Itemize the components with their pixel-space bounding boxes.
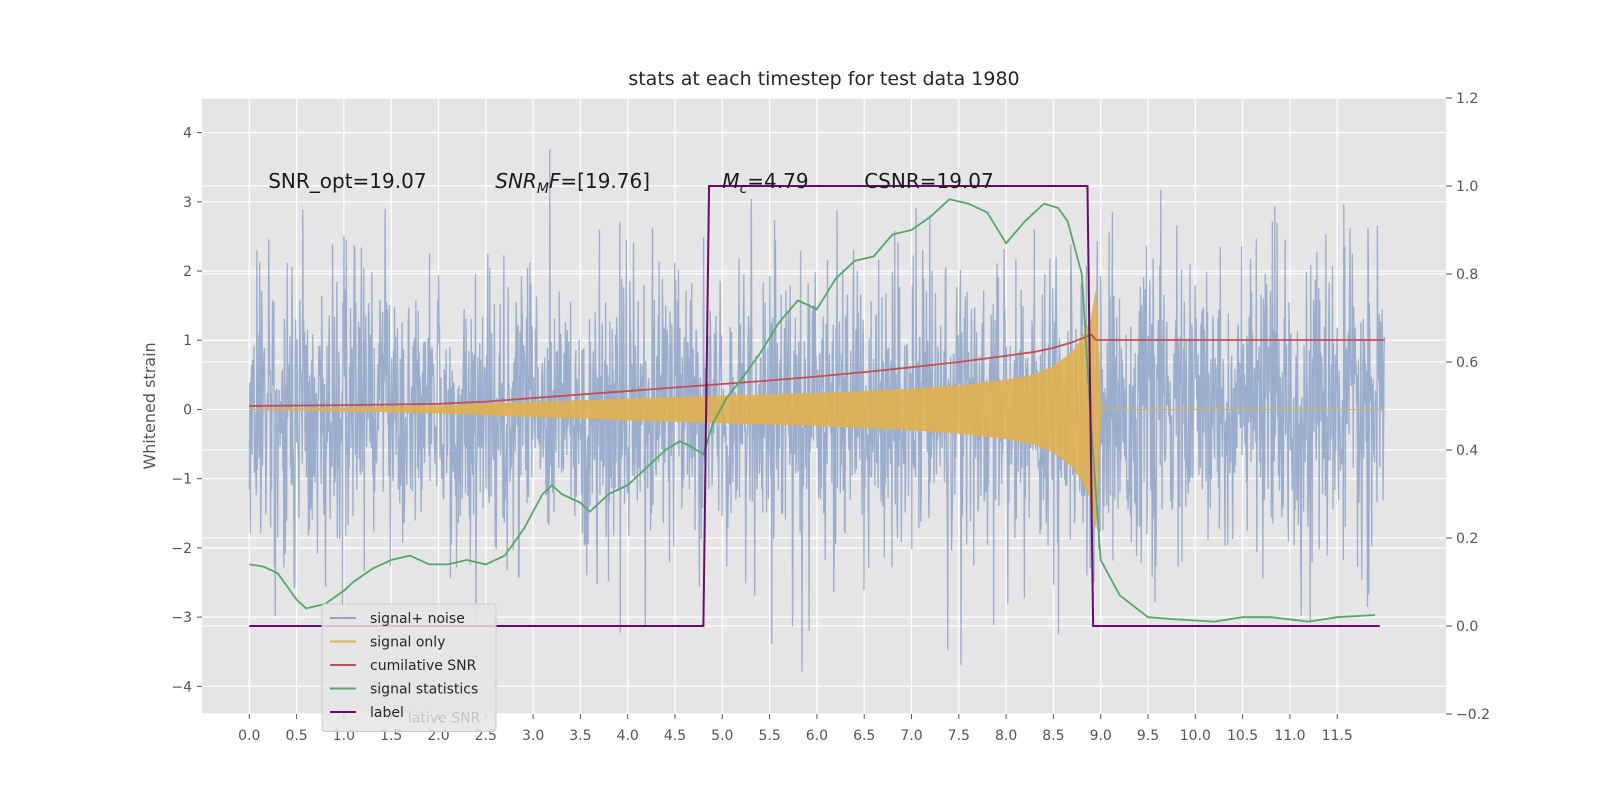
x-tick-label: 10.5 [1227,728,1258,744]
x-tick-label: 5.0 [711,728,733,744]
x-tick-label: 9.0 [1090,728,1112,744]
legend-box [321,603,497,732]
y2-tick-label: 1.2 [1456,91,1478,107]
x-tick-label: 8.5 [1042,728,1064,744]
annotation-text: SNR_opt=19.07 [268,169,426,193]
y-axis-ticks: −4 −3 −2 −1 0 1 2 3 4 [171,126,202,695]
y2-tick-label: −0.2 [1456,707,1490,723]
chart-title: stats at each timestep for test data 198… [628,68,1019,90]
x-tick-label: 6.0 [806,728,828,744]
x-tick-label: 8.0 [995,728,1017,744]
x-axis-ticks: 0.0 0.5 1.0 1.5 2.0 2.5 3.0 3.5 4.0 4.5 5.0 5.5 6.0 6… [238,714,1353,744]
x-tick-label: 0.0 [238,728,260,744]
y2-tick-label: 0.8 [1456,267,1478,283]
x-tick-label: 3.5 [569,728,591,744]
annotation-text: CSNR=19.07 [864,169,994,193]
y2-tick-label: 0.2 [1456,531,1478,547]
x-tick-label: 7.0 [900,728,922,744]
legend-label: signal only [370,635,445,651]
x-tick-label: 4.5 [664,728,686,744]
x-tick-label: 3.0 [522,728,544,744]
annotation-text: SNRMF=[19.76] [495,169,650,197]
signal-envelope [249,291,1385,528]
x-tick-label: 0.5 [285,728,307,744]
legend-label: signal statistics [370,682,478,698]
y2-tick-label: 1.0 [1456,179,1478,195]
y-tick-label: −3 [171,610,192,626]
series-lines [249,185,1385,627]
legend-label: cumilative SNR [370,658,477,674]
y2-tick-label: 0.4 [1456,443,1478,459]
series-signal-only [249,291,1385,528]
y-tick-label: 2 [183,264,192,280]
x-tick-label: 10.0 [1180,728,1211,744]
noise-trace [248,149,1386,672]
line-cumilative-snr [249,333,1385,407]
legend: lative SNR signal+ noise signal only cumila… [321,603,497,732]
line-label [249,185,1380,627]
y-axis-label: Whitened strain [140,342,159,469]
x-tick-label: 5.5 [758,728,780,744]
y2-tick-label: 0.0 [1456,619,1478,635]
y-tick-label: −1 [171,472,192,488]
x-tick-label: 6.5 [853,728,875,744]
y2-axis-ticks: −0.2 0.0 0.2 0.4 0.6 0.8 1.0 1.2 [1446,91,1490,723]
x-tick-label: 4.0 [617,728,639,744]
x-tick-label: 11.5 [1322,728,1353,744]
y-tick-label: −4 [171,679,192,695]
legend-ghost-text: lative SNR [408,711,481,727]
y-tick-label: 4 [183,126,192,142]
x-tick-label: 7.5 [948,728,970,744]
legend-label: signal+ noise [370,611,465,627]
x-tick-label: 11.0 [1274,728,1305,744]
y-tick-label: 3 [183,195,192,211]
y-tick-label: 0 [183,402,192,418]
annotation-text: Mc=4.79 [722,169,808,197]
annotations: SNR_opt=19.07 SNRMF=[19.76] Mc=4.79 CSNR=19… [268,169,994,197]
legend-label: label [370,705,404,721]
series-signal-noise [248,149,1386,672]
y-tick-label: −2 [171,541,192,557]
y2-tick-label: 0.6 [1456,355,1478,371]
y-tick-label: 1 [183,333,192,349]
x-tick-label: 9.5 [1137,728,1159,744]
